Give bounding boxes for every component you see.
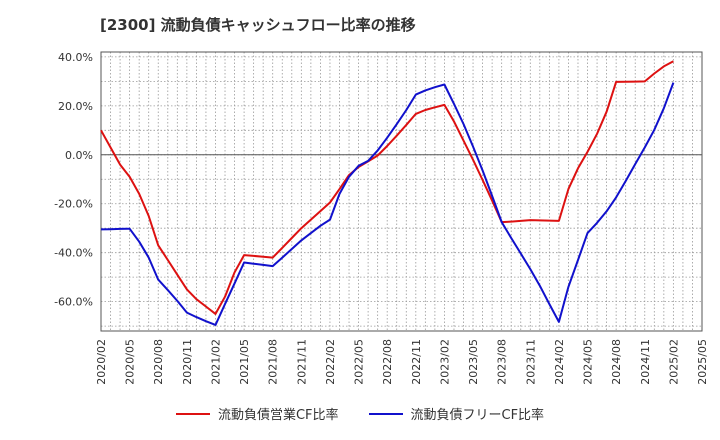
x-tick-label: 2025/02: [667, 339, 680, 385]
x-tick-label: 2023/05: [467, 339, 480, 385]
legend-label-operating-cf: 流動負債営業CF比率: [217, 408, 339, 423]
axis-layer: 40.0% 20.0% 0.0% -20.0% -40.0% -60.0% 2020/02 2…: [54, 51, 709, 385]
y-tick-label: 0.0%: [65, 149, 93, 162]
x-tick-label: 2020/11: [181, 339, 194, 385]
x-tick-label: 2020/02: [95, 339, 108, 385]
y-tick-label: 20.0%: [58, 100, 93, 113]
x-tick-label: 2024/11: [639, 339, 652, 385]
y-tick-label: -40.0%: [54, 247, 93, 260]
plot-area: [101, 52, 702, 331]
x-tick-label: 2023/11: [524, 339, 537, 385]
x-tick-label: 2020/05: [124, 339, 137, 385]
legend: 流動負債営業CF比率 流動負債フリーCF比率: [0, 404, 720, 423]
x-tick-label: 2022/02: [324, 339, 337, 385]
grid-layer: [100, 51, 703, 332]
x-tick-label: 2024/05: [582, 339, 595, 385]
y-tick-label: -20.0%: [54, 198, 93, 211]
chart-title: [2300] 流動負債キャッシュフロー比率の推移: [100, 16, 416, 34]
x-tick-label: 2021/08: [267, 339, 280, 385]
x-tick-label: 2024/08: [610, 339, 623, 385]
x-tick-label: 2023/08: [496, 339, 509, 385]
x-tick-label: 2022/08: [381, 339, 394, 385]
legend-item-free-cf: 流動負債フリーCF比率: [368, 404, 545, 423]
series-layer: [100, 60, 675, 326]
legend-swatch-free-cf: [368, 412, 403, 415]
x-tick-label: 2021/02: [209, 339, 222, 385]
series-line-1: [100, 82, 675, 326]
x-tick-label: 2025/05: [696, 339, 709, 385]
legend-swatch-operating-cf: [175, 412, 210, 415]
x-tick-label: 2023/02: [438, 339, 451, 385]
x-tick-label: 2022/05: [353, 339, 366, 385]
x-tick-label: 2021/11: [295, 339, 308, 385]
legend-label-free-cf: 流動負債フリーCF比率: [410, 408, 545, 423]
y-tick-label: 40.0%: [58, 51, 93, 64]
plot-frame: [100, 51, 703, 332]
x-tick-label: 2024/02: [553, 339, 566, 385]
legend-item-operating-cf: 流動負債営業CF比率: [175, 404, 339, 423]
x-tick-label: 2022/11: [410, 339, 423, 385]
series-line-0: [100, 60, 674, 315]
x-tick-label: 2020/08: [152, 339, 165, 385]
x-tick-label: 2021/05: [238, 339, 251, 385]
y-tick-label: -60.0%: [54, 296, 93, 309]
